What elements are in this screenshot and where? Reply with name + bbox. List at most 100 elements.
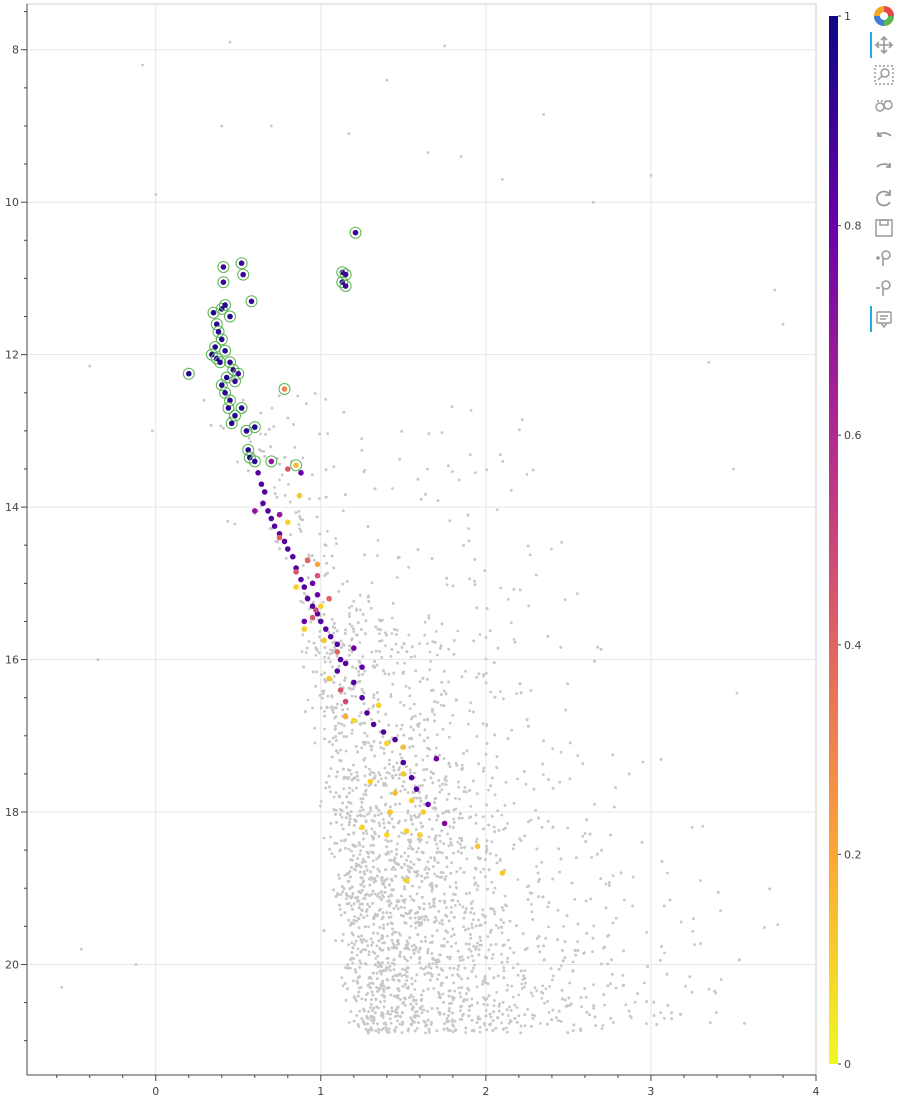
data-point — [210, 309, 217, 316]
background-point — [523, 969, 527, 972]
background-point — [342, 887, 346, 891]
background-point — [335, 749, 338, 752]
background-point — [396, 1019, 399, 1023]
background-point — [458, 797, 461, 801]
background-point — [343, 679, 347, 682]
background-point — [386, 829, 390, 833]
background-point — [403, 968, 407, 972]
undo-icon[interactable] — [871, 124, 897, 150]
background-point — [423, 728, 427, 732]
background-point — [450, 843, 454, 847]
box-select-icon[interactable] — [871, 93, 897, 119]
box-zoom-icon[interactable] — [871, 62, 897, 88]
background-point — [389, 805, 392, 809]
background-point — [407, 838, 410, 842]
background-point — [335, 654, 339, 658]
background-point — [435, 929, 439, 932]
data-point — [420, 809, 427, 815]
background-point — [384, 776, 388, 780]
background-point — [369, 606, 373, 610]
background-point — [396, 996, 400, 999]
background-point — [378, 650, 382, 653]
background-point — [408, 866, 412, 869]
background-point — [383, 766, 387, 770]
background-point — [385, 986, 388, 990]
background-point — [331, 709, 335, 712]
background-point — [716, 890, 720, 894]
background-point — [412, 863, 416, 866]
background-point — [573, 898, 577, 901]
background-point — [318, 497, 321, 500]
background-point — [96, 658, 100, 661]
zoom-in-icon[interactable] — [871, 245, 897, 271]
pan-icon[interactable] — [870, 32, 897, 58]
background-point — [513, 640, 517, 644]
background-point — [585, 932, 589, 935]
background-point — [396, 842, 399, 846]
background-point — [312, 641, 316, 645]
background-point — [405, 650, 409, 653]
background-point — [591, 200, 595, 204]
background-point — [355, 979, 359, 983]
background-point — [409, 838, 413, 842]
background-point — [606, 984, 610, 988]
save-icon[interactable] — [871, 215, 897, 241]
background-point — [429, 966, 433, 970]
background-point — [417, 924, 421, 927]
data-point — [326, 675, 332, 682]
background-point — [486, 1003, 489, 1007]
background-point — [362, 837, 365, 841]
background-point — [411, 715, 414, 719]
background-point — [497, 1009, 501, 1013]
background-point — [379, 619, 383, 623]
reset-icon[interactable] — [871, 185, 897, 211]
background-point — [374, 625, 378, 629]
background-point — [403, 906, 406, 910]
background-point — [525, 947, 529, 950]
background-point — [326, 529, 329, 533]
background-point — [374, 1029, 378, 1033]
redo-icon[interactable] — [871, 155, 897, 181]
background-point — [333, 727, 337, 731]
background-point — [276, 540, 279, 544]
background-point — [347, 879, 351, 883]
background-point — [408, 936, 412, 940]
background-point — [426, 987, 430, 991]
background-point — [688, 975, 692, 978]
background-point — [278, 547, 281, 551]
y-tick-label: 10 — [5, 196, 19, 209]
background-point — [393, 856, 397, 860]
background-point — [732, 467, 735, 471]
background-point — [405, 970, 409, 974]
background-point — [510, 728, 514, 732]
bokeh-logo-icon[interactable] — [871, 3, 897, 29]
hover-icon[interactable] — [870, 306, 897, 332]
background-point — [413, 916, 417, 920]
background-point — [362, 690, 365, 694]
background-point — [364, 765, 368, 769]
background-point — [358, 870, 362, 874]
background-point — [562, 925, 565, 928]
background-point — [434, 958, 437, 962]
data-point — [271, 523, 278, 529]
background-point — [358, 843, 362, 847]
background-point — [555, 1016, 558, 1019]
background-point — [418, 712, 422, 716]
background-point — [403, 973, 407, 977]
background-point — [459, 1009, 462, 1013]
background-point — [445, 1020, 449, 1024]
background-point — [493, 830, 496, 834]
background-point — [370, 990, 374, 994]
background-point — [452, 996, 456, 1000]
data-point — [232, 378, 238, 385]
background-point — [378, 730, 382, 734]
background-point — [529, 689, 533, 692]
zoom-out-icon[interactable] — [871, 275, 897, 301]
background-point — [417, 950, 420, 954]
data-point — [219, 336, 225, 343]
background-point — [397, 931, 401, 935]
background-point — [383, 879, 387, 882]
background-point — [334, 537, 338, 540]
background-point — [348, 870, 352, 873]
